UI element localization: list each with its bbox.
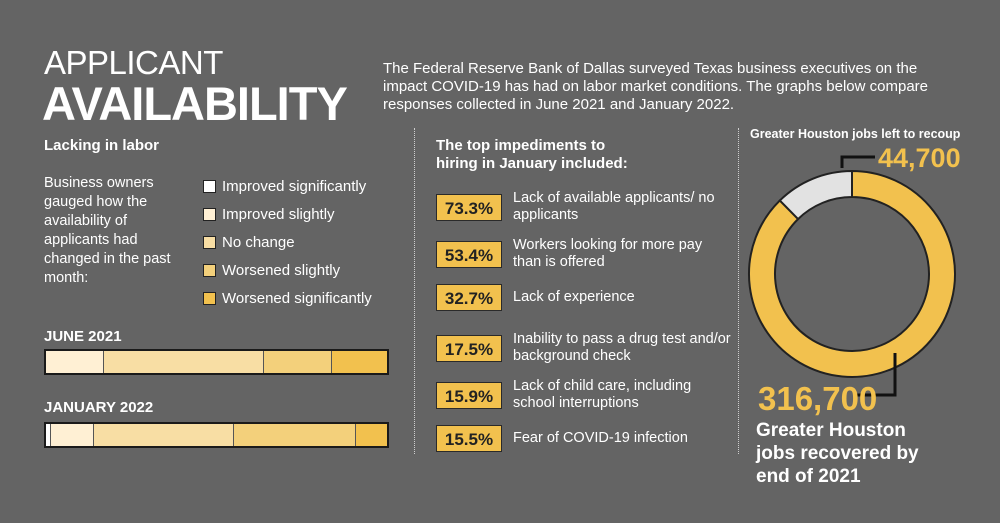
- bar-segment-worsened-significantly: [332, 351, 387, 373]
- legend-label: No change: [222, 233, 295, 251]
- stacked-bar-june-2021: [44, 349, 389, 375]
- legend-swatch: [203, 179, 216, 193]
- impediment-percent: 17.5%: [436, 334, 502, 362]
- bar-label-january-2022: JANUARY 2022: [44, 399, 154, 416]
- title-line-1: APPLICANT: [44, 44, 223, 81]
- legend-item: Worsened slightly: [203, 256, 372, 284]
- jobs-recovered-value: 316,700: [758, 380, 878, 417]
- intro-text: The Federal Reserve Bank of Dallas surve…: [383, 60, 929, 113]
- bar-segment-improved-slightly: [46, 351, 104, 373]
- impediments-heading: The top impediments to hiring in January…: [436, 137, 628, 173]
- impediment-row: 32.7% Lack of experience: [436, 284, 733, 311]
- impediment-text: Lack of experience: [513, 289, 635, 305]
- legend: Improved significantly Improved slightly…: [203, 172, 372, 312]
- impediment-text: Fear of COVID-19 infection: [513, 430, 688, 446]
- impediment-text: Lack of available applicants/ no applica…: [513, 190, 715, 223]
- impediment-percent: 73.3%: [436, 193, 502, 221]
- impediment-text: Workers looking for more pay than is off…: [513, 237, 703, 270]
- legend-swatch: [203, 235, 216, 249]
- jobs-left-value: 44,700: [878, 143, 961, 173]
- impediments-heading-line-2: hiring in January included:: [436, 155, 628, 172]
- bar-segment-improved-significantly: [46, 424, 52, 446]
- impediments-heading-line-1: The top impediments to: [436, 137, 606, 154]
- impediment-row: 17.5% Inability to pass a drug test and/…: [436, 331, 733, 365]
- callout-line-left: [840, 155, 875, 168]
- legend-item: Improved significantly: [203, 172, 372, 200]
- impediment-percent: 15.9%: [436, 381, 502, 409]
- stacked-bar-january-2022: [44, 422, 389, 448]
- callout-line-recovered: [855, 353, 897, 397]
- impediment-row: 53.4% Workers looking for more pay than …: [436, 237, 733, 271]
- impediment-row: 15.9% Lack of child care, including scho…: [436, 378, 733, 412]
- bar-label-june-2021: JUNE 2021: [44, 328, 122, 345]
- bar-segment-worsened-significantly: [356, 424, 387, 446]
- impediment-text: Inability to pass a drug test and/or bac…: [513, 331, 731, 364]
- jobs-left-label: Greater Houston jobs left to recoup: [750, 127, 961, 141]
- impediment-percent: 15.5%: [436, 425, 502, 452]
- impediment-row: 73.3% Lack of available applicants/ no a…: [436, 190, 733, 224]
- bar-segment-worsened-slightly: [264, 351, 333, 373]
- jobs-recovered-line-2: jobs recovered by: [756, 443, 919, 464]
- donut-chart: [748, 155, 956, 397]
- jobs-recovered-line-1: Greater Houston: [756, 420, 906, 441]
- legend-label: Improved significantly: [222, 177, 367, 195]
- impediment-percent: 53.4%: [436, 240, 502, 268]
- bar-segment-worsened-slightly: [233, 424, 357, 446]
- impediment-row: 15.5% Fear of COVID-19 infection: [436, 425, 733, 452]
- impediment-percent: 32.7%: [436, 284, 502, 311]
- legend-label: Worsened significantly: [222, 289, 372, 307]
- bar-segment-no-change: [103, 351, 265, 373]
- legend-swatch: [203, 207, 216, 221]
- impediment-text: Lack of child care, including school int…: [513, 378, 692, 411]
- donut-slice-recovered: [748, 169, 956, 378]
- title-line-2: AVAILABILITY: [42, 77, 348, 130]
- legend-item: No change: [203, 228, 372, 256]
- section-heading-lacking: Lacking in labor: [44, 137, 160, 154]
- jobs-recovered-line-3: end of 2021: [756, 466, 861, 487]
- legend-swatch: [203, 291, 216, 305]
- divider-left: [414, 128, 415, 454]
- jobs-recovered-label: Greater Houston jobs recovered by end of…: [756, 419, 919, 488]
- legend-label: Improved slightly: [222, 205, 335, 223]
- bar-segment-improved-slightly: [51, 424, 94, 446]
- legend-item: Improved slightly: [203, 200, 372, 228]
- bar-segment-no-change: [93, 424, 234, 446]
- divider-right: [738, 128, 739, 454]
- legend-item: Worsened significantly: [203, 284, 372, 312]
- donut-slices: [748, 169, 956, 378]
- survey-note: Business owners gauged how the availabil…: [44, 175, 171, 286]
- legend-swatch: [203, 263, 216, 277]
- legend-label: Worsened slightly: [222, 261, 341, 279]
